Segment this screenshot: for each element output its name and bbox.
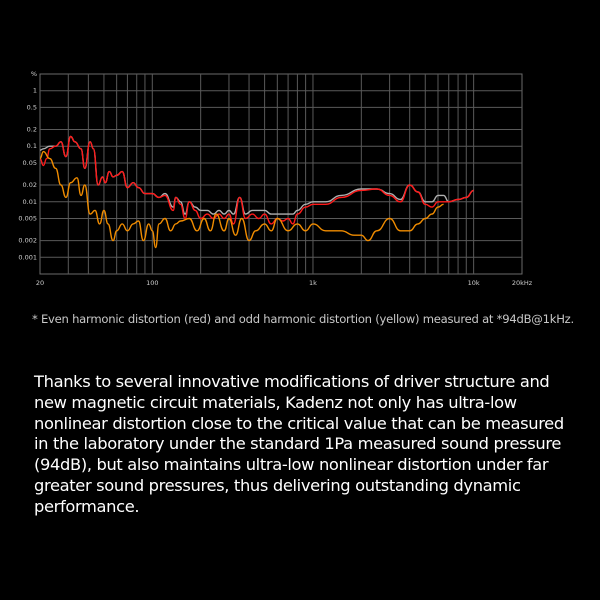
- y-tick-label: 0.01: [23, 198, 37, 206]
- y-tick-label: 0.2: [27, 126, 37, 134]
- paragraph-line: in the laboratory under the standard 1Pa…: [34, 434, 562, 454]
- series-group: [39, 135, 474, 249]
- y-tick-label: 0.05: [23, 159, 37, 167]
- paragraph-line: performance.: [34, 496, 140, 516]
- y-tick-label: 0.002: [18, 237, 37, 245]
- x-tick-label: 20: [36, 279, 44, 287]
- paragraph-line: Thanks to several innovative modificatio…: [34, 372, 550, 391]
- x-tick-label: 10k: [468, 279, 480, 287]
- y-tick-label: 0.005: [18, 214, 37, 222]
- paragraph-line: (94dB), but also maintains ultra-low non…: [34, 455, 549, 475]
- x-tick-label: 100: [146, 279, 158, 287]
- description-paragraph: Thanks to several innovative modificatio…: [34, 372, 594, 518]
- y-tick-label: 0.001: [18, 253, 37, 261]
- paragraph-line: greater sound pressures, thus delivering…: [34, 475, 521, 495]
- y-tick-label: 0.5: [27, 103, 37, 111]
- y-tick-label: 0.02: [23, 181, 37, 189]
- tick-labels: 1 0.5 0.2 0.1 0.05 0.02 0.01 0.005 0.002 0.001% 20…: [18, 70, 532, 287]
- paragraph-line: new magnetic circuit materials, Kadenz n…: [34, 392, 517, 412]
- plot-border: [39, 73, 523, 275]
- y-unit-label: %: [31, 70, 37, 78]
- x-tick-label: 20kHz: [512, 279, 533, 287]
- chart-caption: * Even harmonic distortion (red) and odd…: [32, 312, 574, 326]
- series-line-0: [39, 135, 474, 215]
- distortion-chart: 1 0.5 0.2 0.1 0.05 0.02 0.01 0.005 0.002 0.001% 20…: [18, 70, 532, 287]
- series-line-1: [39, 135, 474, 225]
- grid: [39, 73, 523, 275]
- y-tick-label: 1: [33, 87, 37, 95]
- series-line-2: [39, 150, 444, 249]
- paragraph-line: nonlinear distortion close to the critic…: [34, 413, 564, 433]
- y-tick-label: 0.1: [27, 142, 37, 150]
- x-tick-label: 1k: [309, 279, 317, 287]
